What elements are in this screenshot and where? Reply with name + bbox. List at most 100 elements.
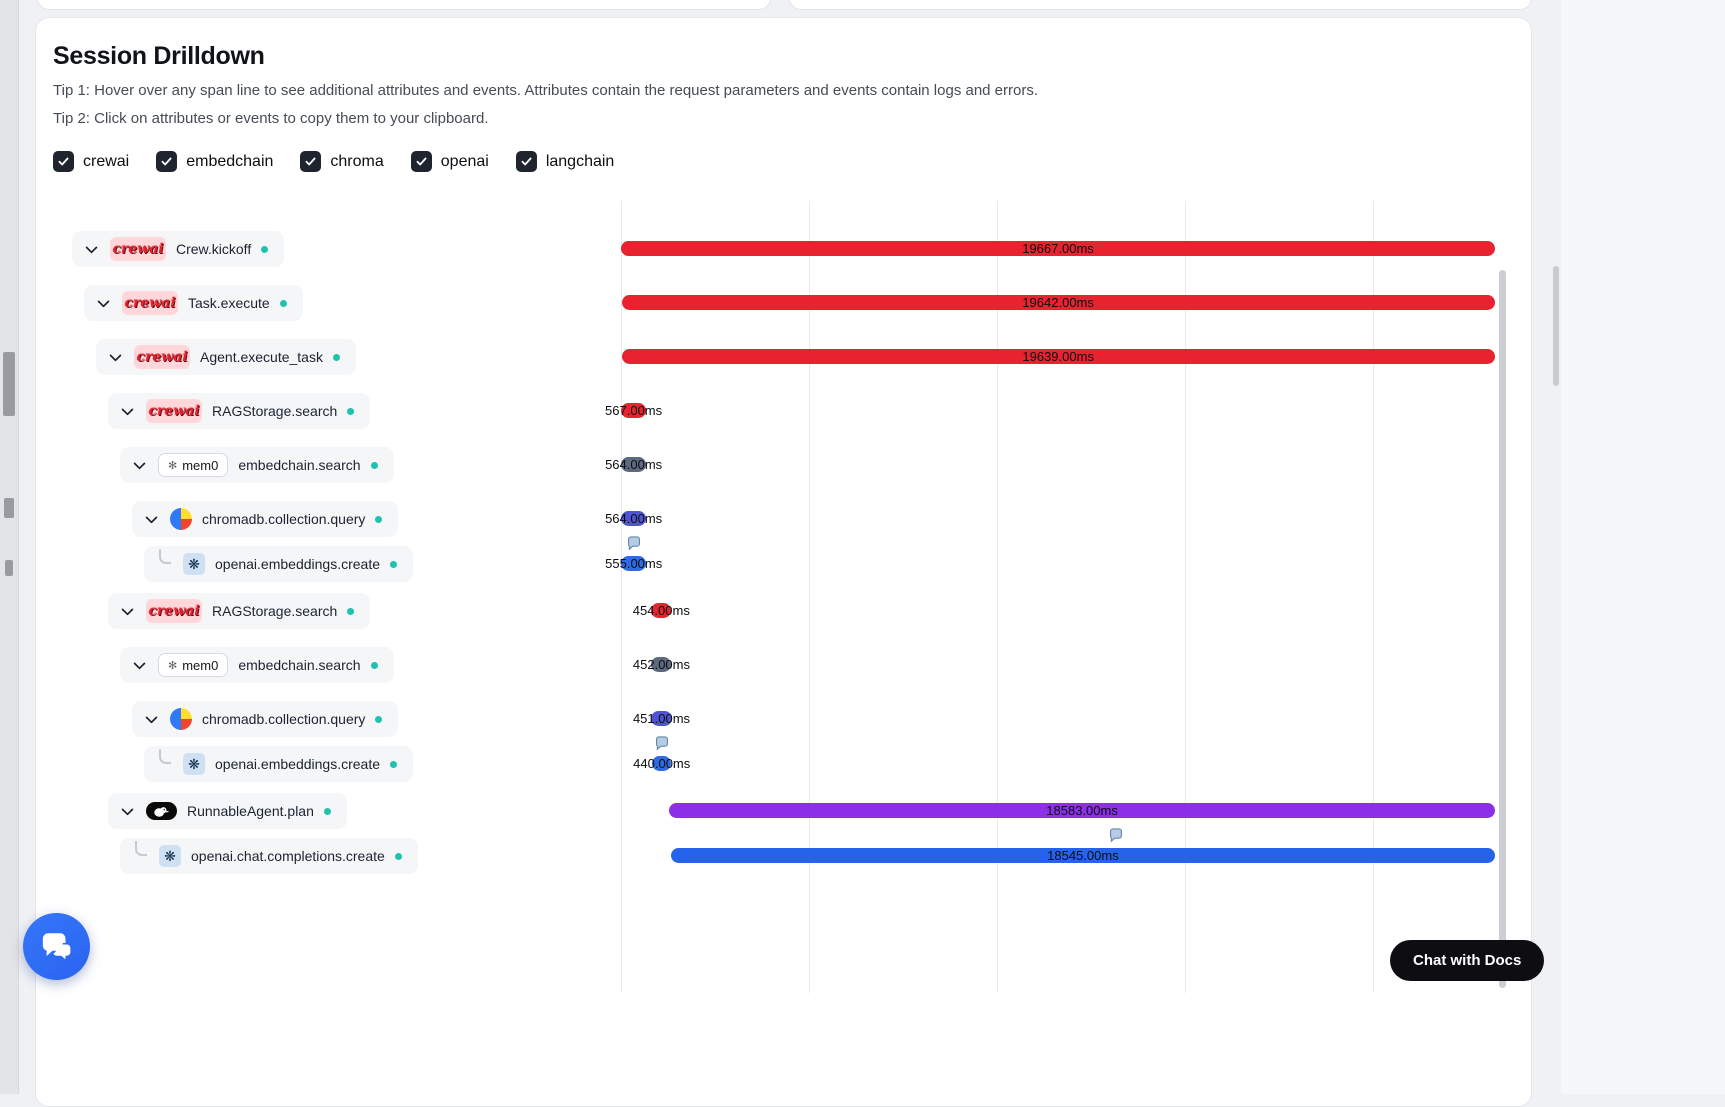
expand-chevron-icon[interactable] bbox=[130, 656, 148, 674]
span-duration-label: 440.00ms bbox=[633, 756, 691, 771]
span-name: Crew.kickoff bbox=[176, 241, 252, 257]
timeline-gridline bbox=[997, 201, 998, 993]
span-duration-label: 19667.00ms bbox=[1022, 241, 1094, 256]
span-duration-bar[interactable] bbox=[621, 556, 646, 571]
clipped-card-above-left bbox=[37, 0, 771, 10]
expand-chevron-icon[interactable] bbox=[142, 510, 160, 528]
span-row[interactable]: ❋ openai.chat.completions.create bbox=[120, 838, 418, 874]
page-title: Session Drilldown bbox=[53, 42, 265, 70]
expand-chevron-icon[interactable] bbox=[130, 456, 148, 474]
status-dot bbox=[279, 299, 287, 307]
span-name: RAGStorage.search bbox=[212, 603, 338, 619]
checkbox-checked-icon[interactable] bbox=[515, 151, 537, 172]
filter-openai[interactable]: openai bbox=[410, 151, 489, 172]
span-name: RAGStorage.search bbox=[212, 403, 338, 419]
span-duration-label: 19642.00ms bbox=[1022, 295, 1094, 310]
event-bubble-icon[interactable] bbox=[1108, 828, 1124, 849]
span-name: embedchain.search bbox=[238, 457, 361, 473]
event-bubble-icon[interactable] bbox=[654, 736, 670, 757]
expand-chevron-icon[interactable] bbox=[94, 294, 112, 312]
span-row[interactable]: ✻ mem0 embedchain.search bbox=[120, 447, 394, 483]
span-duration-label: 18545.00ms bbox=[1047, 848, 1119, 863]
span-name: chromadb.collection.query bbox=[202, 711, 366, 727]
span-row[interactable]: crewai Crew.kickoff bbox=[72, 231, 285, 267]
card-header: Session Drilldown Tip 1: Hover over any … bbox=[36, 18, 1531, 127]
openai-logo: ❋ bbox=[183, 553, 205, 575]
status-dot bbox=[370, 661, 378, 669]
status-dot bbox=[375, 515, 383, 523]
span-row[interactable]: chromadb.collection.query bbox=[132, 501, 399, 537]
chat-with-docs-button[interactable]: Chat with Docs bbox=[1390, 940, 1545, 981]
span-name: openai.embeddings.create bbox=[215, 756, 381, 772]
span-row[interactable]: ✻ mem0 embedchain.search bbox=[120, 647, 394, 683]
filter-embedchain[interactable]: embedchain bbox=[156, 151, 273, 172]
status-dot bbox=[323, 807, 331, 815]
span-duration-bar[interactable] bbox=[670, 848, 1495, 863]
span-duration-bar[interactable] bbox=[621, 457, 647, 472]
span-duration-label: 555.00ms bbox=[605, 556, 663, 571]
openai-logo: ❋ bbox=[183, 753, 205, 775]
expand-chevron-icon[interactable] bbox=[118, 602, 136, 620]
tree-connector-icon bbox=[159, 749, 171, 764]
span-duration-bar[interactable] bbox=[621, 241, 1495, 256]
filter-label: embedchain bbox=[186, 152, 274, 170]
clipped-left-artifact bbox=[4, 498, 14, 518]
timeline-gridline bbox=[1185, 201, 1186, 993]
span-name: openai.chat.completions.create bbox=[191, 848, 385, 864]
span-row[interactable]: crewai RAGStorage.search bbox=[108, 393, 371, 429]
span-duration-bar[interactable] bbox=[621, 403, 647, 418]
span-duration-label: 451.00ms bbox=[632, 711, 691, 726]
expand-chevron-icon[interactable] bbox=[106, 348, 124, 366]
checkbox-checked-icon[interactable] bbox=[410, 151, 432, 172]
span-duration-bar[interactable] bbox=[621, 511, 647, 526]
chroma-logo bbox=[170, 708, 192, 730]
chat-widget-button[interactable] bbox=[23, 913, 90, 980]
span-row[interactable]: crewai RAGStorage.search bbox=[108, 593, 371, 629]
status-dot bbox=[332, 353, 340, 361]
event-bubble-icon[interactable] bbox=[626, 536, 642, 557]
waterfall-scrollbar[interactable] bbox=[1499, 270, 1506, 988]
span-name: Agent.execute_task bbox=[200, 349, 323, 365]
span-row[interactable]: ❋ openai.embeddings.create bbox=[144, 546, 414, 582]
timeline-gridline bbox=[1373, 201, 1374, 993]
span-row[interactable]: crewai Agent.execute_task bbox=[96, 339, 356, 375]
span-row[interactable]: RunnableAgent.plan bbox=[108, 793, 347, 829]
span-row[interactable]: crewai Task.execute bbox=[84, 285, 303, 321]
status-dot bbox=[370, 461, 378, 469]
expand-chevron-icon[interactable] bbox=[82, 240, 100, 258]
span-duration-bar[interactable] bbox=[669, 803, 1495, 818]
span-duration-bar[interactable] bbox=[651, 657, 672, 672]
crewai-logo: crewai bbox=[110, 237, 166, 261]
filter-label: crewai bbox=[83, 152, 130, 170]
span-row[interactable]: chromadb.collection.query bbox=[132, 701, 399, 737]
tip-2: Tip 2: Click on attributes or events to … bbox=[53, 110, 489, 127]
expand-chevron-icon[interactable] bbox=[118, 402, 136, 420]
span-duration-label: 454.00ms bbox=[632, 603, 690, 618]
filter-crewai[interactable]: crewai bbox=[53, 151, 129, 172]
library-filters: crewai embedchain chroma openai langchai… bbox=[53, 151, 1511, 172]
trace-waterfall: crewai Crew.kickoff 19667.00ms crewai Task.e… bbox=[36, 201, 1531, 1001]
span-row[interactable]: ❋ openai.embeddings.create bbox=[144, 746, 414, 782]
filter-chroma[interactable]: chroma bbox=[300, 151, 384, 172]
page-scrollbar[interactable] bbox=[1553, 266, 1559, 386]
span-duration-bar[interactable] bbox=[621, 295, 1495, 310]
span-name: embedchain.search bbox=[238, 657, 361, 673]
span-duration-bar[interactable] bbox=[651, 711, 672, 726]
status-dot bbox=[390, 760, 398, 768]
status-dot bbox=[347, 407, 355, 415]
crewai-logo: crewai bbox=[146, 599, 202, 623]
span-duration-label: 452.00ms bbox=[632, 657, 690, 672]
clipped-card-above-right bbox=[789, 0, 1532, 10]
mem0-icon: ✻ bbox=[168, 459, 178, 472]
checkbox-checked-icon[interactable] bbox=[53, 151, 74, 172]
chat-bubbles-icon bbox=[39, 930, 75, 964]
filter-langchain[interactable]: langchain bbox=[515, 151, 614, 172]
span-duration-bar[interactable] bbox=[651, 756, 672, 771]
checkbox-checked-icon[interactable] bbox=[156, 151, 178, 172]
span-duration-bar[interactable] bbox=[621, 349, 1495, 364]
expand-chevron-icon[interactable] bbox=[118, 802, 136, 820]
status-dot bbox=[390, 560, 398, 568]
checkbox-checked-icon[interactable] bbox=[300, 151, 322, 172]
expand-chevron-icon[interactable] bbox=[142, 710, 160, 728]
span-duration-bar[interactable] bbox=[651, 603, 672, 618]
